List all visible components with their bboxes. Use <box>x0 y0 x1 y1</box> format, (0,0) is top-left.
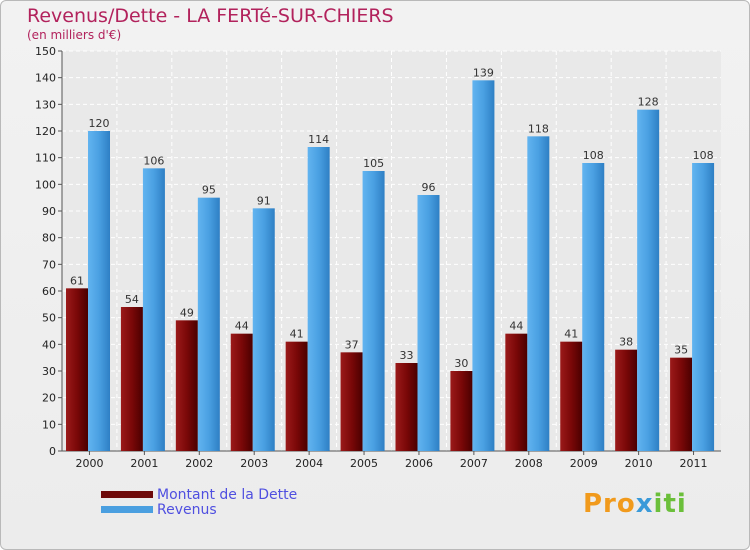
value-label-dette: 44 <box>235 320 249 333</box>
y-tick-label: 30 <box>42 365 56 378</box>
proxiti-logo: Proxiti <box>583 489 687 519</box>
y-tick-label: 50 <box>42 312 56 325</box>
value-label-dette: 37 <box>345 338 359 351</box>
value-label-revenus: 118 <box>528 122 549 135</box>
value-label-revenus: 108 <box>693 149 714 162</box>
legend-item-revenus: Revenus <box>101 501 297 518</box>
bar-dette-2005 <box>340 352 363 451</box>
bar-dette-2004 <box>285 341 308 451</box>
legend-label-revenus: Revenus <box>157 501 217 518</box>
y-tick-label: 10 <box>42 418 56 431</box>
x-tick-label: 2003 <box>240 457 268 470</box>
chart-subtitle: (en milliers d'€) <box>27 28 122 42</box>
value-label-dette: 35 <box>674 344 688 357</box>
value-label-dette: 61 <box>70 274 84 287</box>
bar-revenus-2006 <box>417 195 440 451</box>
value-label-revenus: 91 <box>257 194 271 207</box>
bar-dette-2008 <box>505 333 528 451</box>
bar-revenus-2004 <box>307 147 330 451</box>
value-label-dette: 41 <box>564 328 578 341</box>
x-tick-label: 2005 <box>350 457 378 470</box>
y-tick-label: 0 <box>49 445 56 458</box>
x-tick-label: 2002 <box>185 457 213 470</box>
logo-part-2: x <box>635 489 654 519</box>
value-label-dette: 30 <box>454 357 468 370</box>
value-label-revenus: 114 <box>308 133 329 146</box>
bar-revenus-2010 <box>637 109 660 452</box>
x-tick-label: 2007 <box>460 457 488 470</box>
value-label-dette: 38 <box>619 336 633 349</box>
value-label-dette: 49 <box>180 306 194 319</box>
y-tick-label: 120 <box>35 125 56 138</box>
y-tick-label: 90 <box>42 205 56 218</box>
x-tick-label: 2001 <box>130 457 158 470</box>
labels: 0 10 20 30 40 50 60 70 80 90 100 110 120 130 140 150 200… <box>35 45 714 470</box>
x-tick-label: 2006 <box>405 457 433 470</box>
bar-dette-2002 <box>175 320 198 451</box>
bar-revenus-2005 <box>362 171 385 451</box>
bar-dette-2006 <box>395 363 418 451</box>
value-label-revenus: 106 <box>143 154 164 167</box>
x-tick-label: 2008 <box>515 457 543 470</box>
x-tick-label: 2004 <box>295 457 323 470</box>
bar-dette-2010 <box>615 349 638 451</box>
bar-revenus-2000 <box>88 131 110 451</box>
bar-dette-2009 <box>560 341 583 451</box>
logo-part-1: Pro <box>583 489 636 519</box>
x-tick-label: 2011 <box>680 457 708 470</box>
legend-item-dette: Montant de la Dette <box>101 486 298 503</box>
legend: Montant de la Dette Revenus <box>101 486 298 518</box>
y-tick-label: 80 <box>42 232 56 245</box>
grid <box>62 50 721 452</box>
value-label-dette: 44 <box>509 320 523 333</box>
value-label-revenus: 96 <box>422 181 436 194</box>
x-tick-label: 2000 <box>75 457 103 470</box>
y-tick-label: 140 <box>35 72 56 85</box>
y-tick-label: 70 <box>42 258 56 271</box>
bars <box>66 80 715 452</box>
value-label-dette: 41 <box>290 328 304 341</box>
bar-revenus-2009 <box>582 163 605 451</box>
bar-revenus-2011 <box>692 163 715 451</box>
bar-dette-2000 <box>66 288 88 451</box>
axes <box>58 50 721 455</box>
value-label-revenus: 95 <box>202 184 216 197</box>
bar-dette-2001 <box>120 307 143 451</box>
x-tick-label: 2010 <box>625 457 653 470</box>
bar-dette-2003 <box>230 333 253 451</box>
bar-revenus-2008 <box>527 136 550 452</box>
legend-swatch-dette <box>101 491 153 498</box>
value-label-revenus: 139 <box>473 66 494 79</box>
value-label-dette: 54 <box>125 293 139 306</box>
y-tick-label: 40 <box>42 338 56 351</box>
y-tick-label: 110 <box>35 152 56 165</box>
logo-part-3: iti <box>653 489 687 519</box>
bar-revenus-2007 <box>472 80 495 451</box>
chart-title: Revenus/Dette - LA FERTé-SUR-CHIERS <box>27 5 394 27</box>
y-tick-label: 130 <box>35 98 56 111</box>
bar-revenus-2002 <box>197 197 220 451</box>
value-label-revenus: 108 <box>583 149 604 162</box>
bar-revenus-2003 <box>252 208 275 451</box>
value-label-revenus: 120 <box>89 117 110 130</box>
legend-swatch-revenus <box>101 506 153 513</box>
legend-label-dette: Montant de la Dette <box>157 486 298 503</box>
x-tick-label: 2009 <box>570 457 598 470</box>
bar-revenus-2001 <box>142 168 165 452</box>
value-label-revenus: 128 <box>638 96 659 109</box>
bar-dette-2007 <box>450 371 473 451</box>
value-label-dette: 33 <box>400 349 414 362</box>
y-tick-label: 20 <box>42 392 56 405</box>
y-tick-label: 100 <box>35 178 56 191</box>
value-label-revenus: 105 <box>363 157 384 170</box>
bar-dette-2011 <box>670 357 693 451</box>
y-tick-label: 60 <box>42 285 56 298</box>
y-tick-label: 150 <box>35 45 56 58</box>
